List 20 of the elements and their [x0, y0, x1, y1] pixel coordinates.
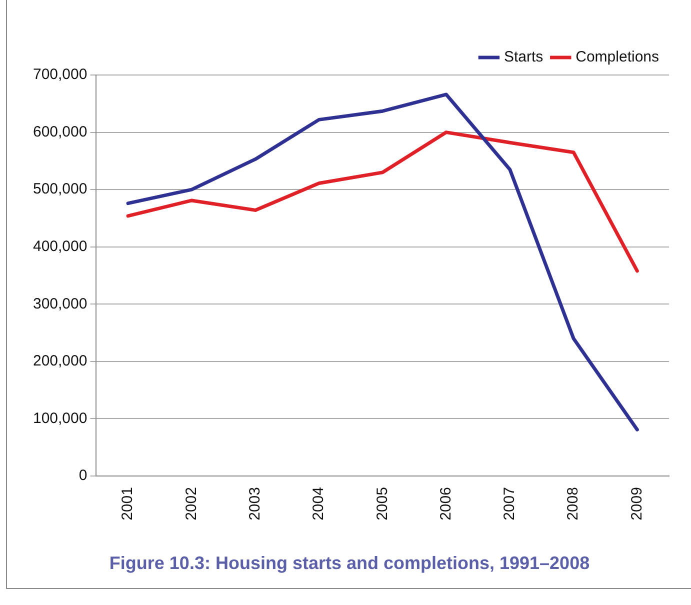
y-tick-label: 200,000: [32, 352, 88, 370]
x-tick-label: 2009: [628, 487, 646, 520]
y-tick-label: 0: [78, 467, 88, 484]
x-tick-label: 2008: [564, 487, 582, 520]
x-tick-label: 2002: [182, 487, 200, 520]
y-tick-label: 400,000: [32, 238, 88, 256]
y-tick-label: 700,000: [32, 66, 88, 84]
y-tick-label: 600,000: [32, 123, 88, 140]
legend-label: Starts: [504, 48, 544, 66]
y-tick-label: 100,000: [32, 410, 88, 427]
y-tick-label: 500,000: [32, 180, 88, 198]
text: Figure 10.3: Housing starts and completions, 1991–2008: [109, 553, 590, 574]
x-tick-label: 2006: [437, 487, 454, 520]
x-tick-label: 2001: [119, 487, 136, 520]
x-tick-label: 2003: [246, 487, 264, 520]
x-tick-label: 2004: [310, 487, 328, 520]
legend-label: Completions: [576, 48, 660, 66]
y-tick-label: 300,000: [32, 295, 88, 312]
x-tick-label: 2007: [501, 487, 518, 520]
x-tick-label: 2005: [374, 487, 391, 520]
